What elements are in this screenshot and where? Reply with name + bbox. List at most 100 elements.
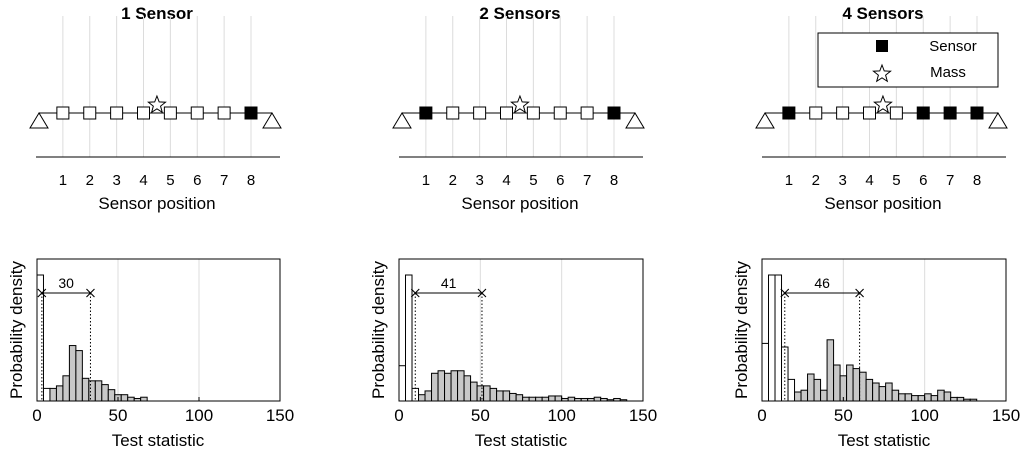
tick-label: 8 [247, 172, 255, 189]
histogram-bar-filled [891, 389, 900, 402]
histogram-bar-filled [859, 371, 867, 402]
histogram-bar-filled [865, 378, 874, 402]
histogram-bar-filled [593, 396, 602, 402]
histogram-bar-filled [535, 396, 543, 402]
x-tick-label: 0 [32, 406, 41, 425]
legend-mass-label: Mass [930, 64, 966, 81]
panel-title: 2 Sensors [479, 4, 560, 23]
histogram-bar-filled [904, 393, 913, 402]
histogram-bar-filled [94, 380, 103, 402]
histogram-bar-filled [431, 372, 439, 402]
tick-label: 6 [193, 172, 201, 189]
tick-label: 5 [529, 172, 537, 189]
x-tick-label: 0 [394, 406, 403, 425]
histogram-bar-filled [917, 395, 926, 402]
histogram-bar-unfilled [761, 342, 770, 402]
support-right [262, 112, 282, 129]
tick-label: 2 [812, 172, 820, 189]
position-marker [500, 106, 513, 120]
support-left [29, 112, 49, 129]
histogram-bar-filled [418, 394, 426, 402]
histogram-bar-filled [554, 395, 563, 402]
x-tick-label: 50 [834, 406, 853, 425]
legend-sensor-marker [876, 40, 888, 52]
position-marker [553, 106, 567, 120]
position-marker [889, 106, 903, 120]
histogram-panel-3: 0 50 100 150 46 Probability density Test stati… [732, 258, 1020, 450]
tick-label: 6 [919, 172, 927, 189]
x-axis-label: Test statistic [112, 431, 205, 450]
layout-panel-3: 4 Sensors 1 2 3 4 5 6 7 8 Sensor position Senso… [755, 4, 1008, 213]
histogram-bar-filled [101, 384, 109, 402]
plot-frame [36, 258, 281, 402]
histogram-bar-filled [930, 395, 939, 402]
support-left [392, 112, 412, 129]
histogram-bar-filled [489, 387, 498, 402]
histogram-bar-filled [548, 395, 556, 402]
annotation-label: 41 [441, 275, 457, 291]
histogram-bar-unfilled [787, 378, 796, 402]
histogram-bar-filled [75, 350, 83, 402]
histogram-bar-filled [872, 382, 880, 402]
tick-label: 8 [973, 172, 981, 189]
x-axis-label: Test statistic [475, 431, 568, 450]
support-right [988, 112, 1008, 129]
histogram-bar-unfilled [774, 274, 783, 402]
position-marker [110, 106, 124, 120]
x-axis-label: Sensor position [824, 194, 941, 213]
histogram-bar-unfilled [42, 387, 51, 402]
histogram-bar-filled [140, 396, 148, 402]
x-tick-label: 150 [992, 406, 1020, 425]
y-axis-label: Probability density [7, 261, 26, 399]
x-tick-label: 150 [629, 406, 657, 425]
sensor-marker [970, 106, 984, 120]
histogram-bar-filled [444, 372, 452, 402]
y-axis-label: Probability density [369, 261, 388, 399]
legend: Sensor Mass [817, 32, 999, 88]
sensor-marker [607, 106, 621, 120]
histogram-bar-filled [956, 396, 965, 402]
tick-label: 2 [86, 172, 94, 189]
tick-label: 3 [112, 172, 120, 189]
histogram-bar-unfilled [768, 274, 776, 402]
sensor-marker [244, 106, 258, 120]
x-axis-label: Sensor position [98, 194, 215, 213]
x-tick-label: 100 [547, 406, 575, 425]
layout-panel-1: 1 Sensor 1 2 3 4 5 6 7 8 Sensor position [29, 4, 282, 213]
histogram-bar-filled [502, 390, 511, 402]
plot-frame [398, 258, 644, 402]
tick-label: 5 [892, 172, 900, 189]
histogram-bar-filled [911, 395, 919, 402]
histogram-bar-filled [950, 396, 958, 402]
x-tick-label: 150 [266, 406, 294, 425]
tick-label: 7 [220, 172, 228, 189]
histogram-bar-unfilled [398, 365, 407, 402]
histogram-bar-filled [62, 375, 70, 402]
y-axis-label: Probability density [732, 261, 751, 399]
position-marker [809, 106, 823, 120]
histogram-bar-filled [567, 396, 576, 402]
x-tick-label: 50 [109, 406, 128, 425]
layout-panel-2: 2 Sensors 1 2 3 4 5 6 7 8 Sensor position [392, 4, 645, 213]
mass-marker [873, 94, 893, 114]
histogram-bar-filled [852, 368, 861, 402]
histogram-bar-filled [88, 380, 96, 402]
histogram-bar-unfilled [405, 274, 413, 402]
x-tick-label: 100 [185, 406, 213, 425]
position-marker [446, 106, 460, 120]
tick-label: 3 [475, 172, 483, 189]
tick-label: 2 [449, 172, 457, 189]
position-marker [137, 106, 150, 120]
mass-marker [147, 94, 167, 114]
histogram-bar-filled [463, 375, 472, 402]
tick-label: 8 [610, 172, 618, 189]
annotation-label: 30 [58, 275, 74, 291]
histogram-bar-filled [846, 364, 854, 402]
tick-label: 7 [946, 172, 954, 189]
histogram-bar-filled [833, 364, 841, 402]
tick-label: 4 [139, 172, 147, 189]
position-marker [526, 106, 540, 120]
x-axis-label: Sensor position [461, 194, 578, 213]
position-marker [863, 106, 876, 120]
histogram-bar-filled [49, 387, 57, 402]
